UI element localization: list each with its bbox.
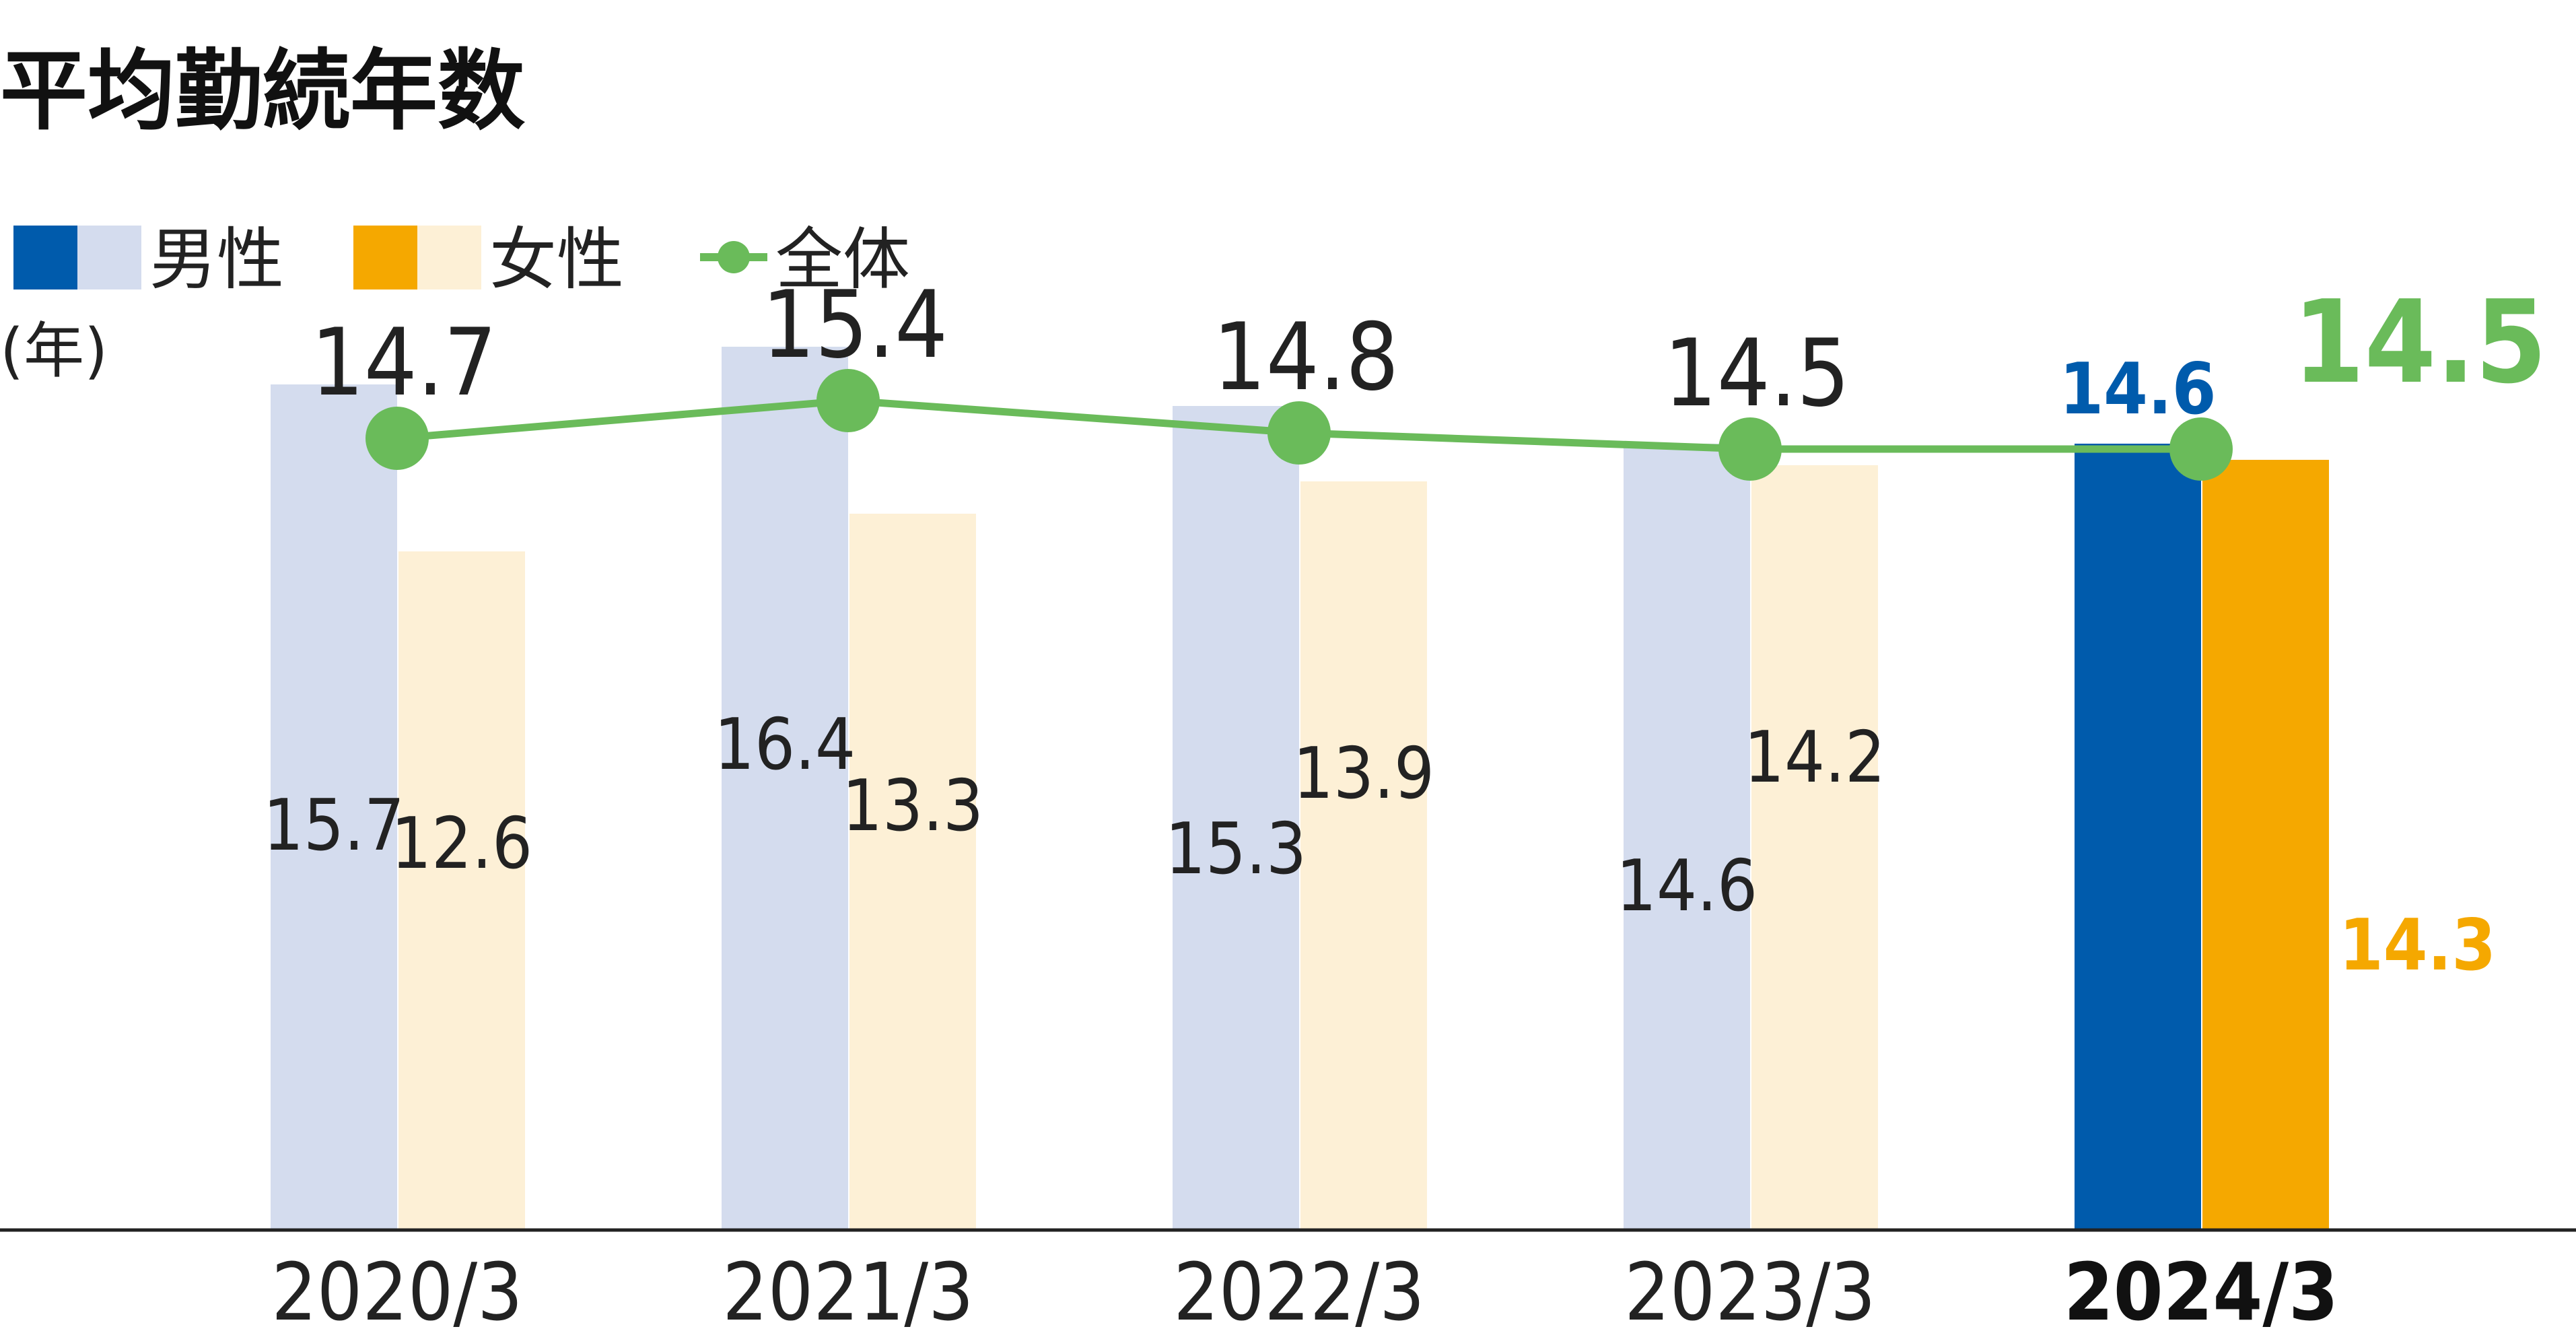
x-tick-label-2020-3: 2020/3 <box>271 1246 522 1329</box>
bar-male-2023-3 <box>1624 444 1750 1230</box>
bar-female-2024-3 <box>2202 460 2329 1230</box>
legend-item-female: 女性 <box>353 220 624 299</box>
x-tick-label-2024-3: 2024/3 <box>2064 1246 2338 1329</box>
total-point-2021-3 <box>816 369 880 432</box>
y-axis-unit-label: (年) <box>0 316 108 386</box>
data-label-male-2024-3: 14.6 <box>2059 348 2216 430</box>
total-point-2024-3 <box>2169 417 2233 481</box>
legend-item-male: 男性 <box>13 220 284 299</box>
bar-male-2022-3 <box>1173 406 1299 1230</box>
legend-item-total: 全体 <box>700 220 910 299</box>
x-tick-label-2022-3: 2022/3 <box>1173 1246 1424 1329</box>
chart-title: 平均勤続年数 <box>0 40 525 142</box>
bar-female-2022-3 <box>1300 481 1427 1230</box>
data-label-female-2022-3: 13.9 <box>1293 732 1434 815</box>
bar-female-2023-3 <box>1751 465 1878 1230</box>
legend-label-total: 全体 <box>775 220 910 299</box>
bar-male-2020-3 <box>271 384 397 1230</box>
total-line-layer <box>365 369 2233 481</box>
legend-swatch-male-highlight <box>13 226 77 289</box>
data-label-total-2022-3: 14.8 <box>1213 303 1399 411</box>
legend-label-female: 女性 <box>489 220 624 299</box>
total-point-2020-3 <box>365 407 429 470</box>
data-label-total-2021-3: 15.4 <box>762 271 948 379</box>
data-label-female-2020-3: 12.6 <box>391 803 532 885</box>
data-label-female-2024-3: 14.3 <box>2339 904 2496 986</box>
bars-layer <box>271 347 2329 1230</box>
legend-label-male: 男性 <box>149 220 284 299</box>
x-tick-labels-layer: 2020/3 2021/3 2022/3 2023/3 2024/3 <box>271 1246 2338 1329</box>
bar-female-2020-3 <box>398 551 525 1230</box>
data-label-total-2024-3: 14.5 <box>2293 276 2546 409</box>
bar-male-2024-3 <box>2075 444 2201 1230</box>
x-tick-label-2023-3: 2023/3 <box>1624 1246 1875 1329</box>
bar-male-2021-3 <box>722 347 848 1230</box>
data-label-female-2021-3: 13.3 <box>842 765 983 847</box>
data-label-male-2021-3: 16.4 <box>714 704 856 786</box>
data-label-total-2023-3: 14.5 <box>1664 319 1850 428</box>
data-label-total-2020-3: 14.7 <box>311 308 497 417</box>
legend-marker-total <box>718 241 750 273</box>
data-label-female-2023-3: 14.2 <box>1744 716 1885 798</box>
x-tick-label-2021-3: 2021/3 <box>722 1246 973 1329</box>
legend-swatch-female-highlight <box>353 226 417 289</box>
data-label-male-2020-3: 15.7 <box>263 784 405 866</box>
bar-female-2021-3 <box>849 514 976 1230</box>
data-labels-layer: 15.712.6 14.7 16.413.3 15.4 15.313.9 14.8 14.6… <box>263 271 2547 986</box>
data-label-male-2022-3: 15.3 <box>1165 808 1307 890</box>
legend-swatch-male-base <box>77 226 141 289</box>
data-label-male-2023-3: 14.6 <box>1616 845 1757 927</box>
legend-swatch-female-base <box>417 226 481 289</box>
legend: 男性 女性 全体 <box>13 220 910 299</box>
total-point-2023-3 <box>1718 417 1782 481</box>
total-point-2022-3 <box>1267 401 1331 465</box>
